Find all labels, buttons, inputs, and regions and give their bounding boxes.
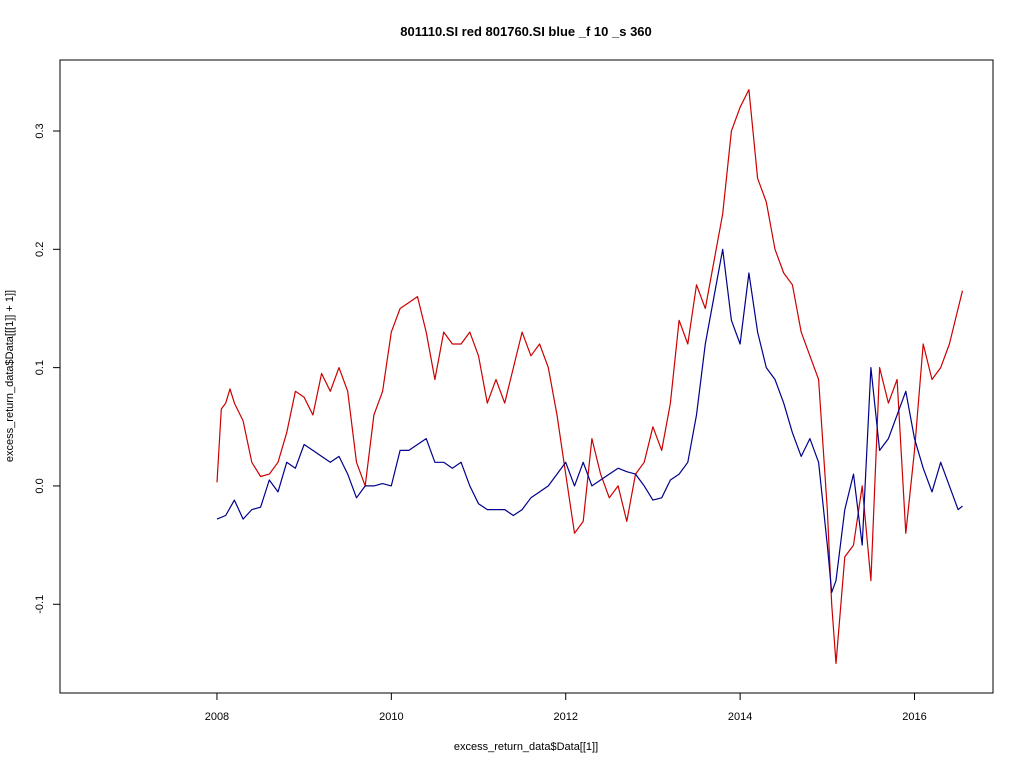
chart-title: 801110.SI red 801760.SI blue _f 10 _s 36… (400, 24, 652, 39)
x-axis: 2008 2010 2012 2014 2016 (205, 693, 927, 723)
y-axis-label: excess_return_data$Data[[[1]] + 1]] (4, 290, 16, 462)
y-tick-label: 0.2 (34, 242, 46, 257)
x-tick-label: 2010 (379, 711, 403, 723)
x-tick-label: 2016 (902, 711, 926, 723)
series-layer (216, 88, 964, 665)
y-axis: -0.1 0.0 0.1 0.2 0.3 (34, 123, 60, 614)
y-tick-label: 0.3 (34, 123, 46, 138)
x-tick-label: 2008 (205, 711, 229, 723)
y-tick-label: 0.1 (34, 360, 46, 375)
y-tick-label: -0.1 (34, 595, 46, 614)
series-line-2 (216, 248, 963, 594)
series-line-1 (216, 88, 964, 665)
y-tick-label: 0.0 (34, 478, 46, 493)
x-axis-label: excess_return_data$Data[[1]] (454, 741, 598, 753)
x-tick-label: 2012 (553, 711, 577, 723)
plot-frame (59, 59, 994, 694)
x-tick-label: 2014 (728, 711, 752, 723)
